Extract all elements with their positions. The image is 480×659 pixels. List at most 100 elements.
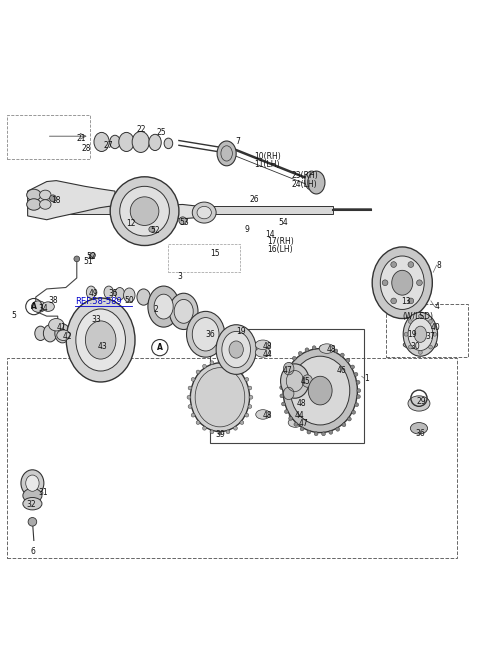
Ellipse shape bbox=[283, 349, 358, 432]
Circle shape bbox=[226, 360, 230, 364]
Circle shape bbox=[218, 431, 222, 435]
Text: 19: 19 bbox=[236, 328, 246, 336]
Circle shape bbox=[196, 370, 200, 374]
Circle shape bbox=[351, 365, 355, 369]
Circle shape bbox=[284, 370, 288, 374]
Text: 35: 35 bbox=[108, 289, 118, 299]
Text: 44: 44 bbox=[263, 350, 273, 358]
Ellipse shape bbox=[23, 488, 42, 503]
Ellipse shape bbox=[289, 411, 303, 420]
Circle shape bbox=[292, 357, 296, 360]
Circle shape bbox=[348, 417, 351, 421]
Ellipse shape bbox=[27, 189, 41, 200]
Ellipse shape bbox=[283, 362, 294, 375]
Ellipse shape bbox=[403, 340, 438, 349]
Text: 27: 27 bbox=[104, 141, 114, 150]
Circle shape bbox=[300, 427, 304, 431]
Polygon shape bbox=[154, 204, 209, 219]
Ellipse shape bbox=[289, 397, 303, 407]
Text: 43: 43 bbox=[98, 342, 108, 351]
Text: 47: 47 bbox=[283, 366, 293, 374]
Ellipse shape bbox=[256, 410, 270, 419]
Circle shape bbox=[340, 353, 344, 357]
Circle shape bbox=[336, 428, 340, 431]
Ellipse shape bbox=[130, 197, 159, 225]
Circle shape bbox=[226, 430, 230, 434]
Ellipse shape bbox=[283, 387, 294, 399]
Circle shape bbox=[354, 372, 358, 376]
Ellipse shape bbox=[191, 363, 250, 432]
Text: 5: 5 bbox=[11, 310, 16, 320]
Ellipse shape bbox=[290, 357, 350, 425]
Ellipse shape bbox=[164, 138, 173, 149]
Ellipse shape bbox=[110, 135, 120, 149]
Ellipse shape bbox=[43, 325, 57, 342]
Ellipse shape bbox=[414, 326, 427, 343]
Text: 1: 1 bbox=[364, 374, 369, 383]
Circle shape bbox=[89, 253, 95, 259]
Ellipse shape bbox=[408, 396, 430, 411]
Circle shape bbox=[248, 405, 252, 409]
Circle shape bbox=[355, 403, 359, 407]
Text: 53: 53 bbox=[179, 217, 189, 227]
Circle shape bbox=[280, 394, 284, 398]
Circle shape bbox=[240, 420, 244, 424]
Ellipse shape bbox=[86, 286, 96, 299]
Circle shape bbox=[91, 252, 96, 258]
Text: 36: 36 bbox=[205, 330, 216, 339]
Text: 16(LH): 16(LH) bbox=[268, 245, 293, 254]
Text: 52: 52 bbox=[150, 226, 160, 235]
Text: 47: 47 bbox=[298, 420, 308, 428]
Ellipse shape bbox=[27, 199, 41, 210]
Text: 24(LH): 24(LH) bbox=[291, 181, 317, 189]
Text: A: A bbox=[157, 343, 163, 352]
Text: 36: 36 bbox=[416, 429, 425, 438]
Circle shape bbox=[288, 362, 291, 366]
Circle shape bbox=[280, 386, 284, 389]
Ellipse shape bbox=[408, 318, 433, 351]
Ellipse shape bbox=[380, 256, 424, 310]
Circle shape bbox=[49, 195, 56, 202]
Ellipse shape bbox=[115, 287, 124, 300]
Circle shape bbox=[288, 416, 292, 420]
Text: 39: 39 bbox=[215, 430, 225, 439]
Ellipse shape bbox=[410, 422, 428, 434]
Bar bbox=[210, 329, 364, 443]
Text: 48: 48 bbox=[296, 399, 306, 408]
Circle shape bbox=[408, 320, 412, 324]
Ellipse shape bbox=[255, 340, 271, 349]
Circle shape bbox=[429, 320, 432, 324]
Circle shape bbox=[299, 351, 302, 355]
Circle shape bbox=[187, 395, 191, 399]
Circle shape bbox=[191, 378, 195, 382]
Ellipse shape bbox=[229, 341, 243, 358]
Polygon shape bbox=[36, 206, 129, 214]
Text: 42: 42 bbox=[62, 332, 72, 341]
Polygon shape bbox=[144, 206, 333, 214]
Ellipse shape bbox=[308, 171, 325, 194]
Text: 10(RH): 10(RH) bbox=[254, 152, 281, 161]
Circle shape bbox=[419, 314, 422, 318]
Circle shape bbox=[149, 227, 155, 232]
Ellipse shape bbox=[132, 131, 149, 152]
Bar bbox=[385, 304, 468, 357]
Ellipse shape bbox=[94, 132, 109, 152]
Text: REF.58-589: REF.58-589 bbox=[75, 297, 122, 306]
Ellipse shape bbox=[197, 206, 211, 219]
Ellipse shape bbox=[120, 186, 169, 236]
Text: 4: 4 bbox=[435, 302, 440, 311]
Ellipse shape bbox=[255, 348, 271, 357]
Circle shape bbox=[404, 332, 408, 336]
Circle shape bbox=[382, 280, 388, 285]
Ellipse shape bbox=[39, 190, 51, 200]
Circle shape bbox=[188, 386, 192, 390]
Circle shape bbox=[357, 395, 360, 399]
Text: 9: 9 bbox=[245, 225, 250, 234]
Circle shape bbox=[210, 430, 214, 434]
Circle shape bbox=[249, 395, 253, 399]
Circle shape bbox=[196, 420, 200, 424]
Circle shape bbox=[334, 349, 338, 353]
Text: 8: 8 bbox=[437, 260, 442, 270]
Text: 3: 3 bbox=[177, 272, 182, 281]
Ellipse shape bbox=[32, 301, 46, 312]
